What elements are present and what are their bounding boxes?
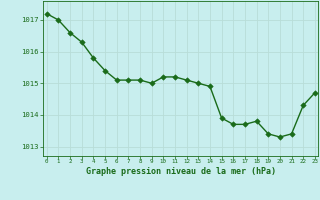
- X-axis label: Graphe pression niveau de la mer (hPa): Graphe pression niveau de la mer (hPa): [86, 167, 276, 176]
